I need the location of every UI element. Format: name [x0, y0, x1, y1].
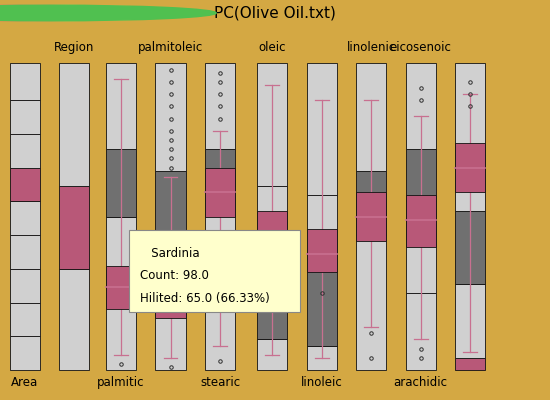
Bar	[455, 284, 485, 358]
Bar	[155, 309, 185, 370]
Bar	[205, 278, 235, 370]
Bar	[356, 64, 387, 171]
Text: arachidic: arachidic	[394, 376, 448, 389]
Bar	[155, 232, 185, 309]
Bar	[455, 358, 485, 370]
Bar	[257, 63, 287, 186]
Bar	[9, 63, 40, 100]
Bar	[59, 186, 89, 269]
Circle shape	[0, 5, 198, 21]
Circle shape	[0, 5, 180, 21]
Bar	[455, 211, 485, 284]
Bar	[307, 229, 337, 272]
Text: Count: 98.0: Count: 98.0	[140, 269, 209, 282]
Text: oleic: oleic	[258, 41, 286, 54]
Bar	[257, 340, 287, 370]
Bar	[9, 336, 40, 370]
Bar	[155, 64, 185, 171]
Bar	[106, 303, 136, 370]
Bar	[356, 192, 387, 241]
Bar	[205, 149, 235, 186]
Bar	[9, 100, 40, 134]
Text: Region: Region	[54, 41, 95, 54]
Text: stearic: stearic	[200, 376, 240, 389]
Bar	[257, 211, 287, 257]
Bar	[106, 266, 136, 309]
Bar	[307, 63, 337, 195]
Bar	[307, 346, 337, 370]
Bar	[406, 149, 436, 202]
Bar	[406, 202, 436, 294]
Bar	[59, 269, 89, 370]
Bar	[406, 63, 436, 149]
Text: Hilited: 65.0 (66.33%): Hilited: 65.0 (66.33%)	[140, 292, 270, 304]
Text: palmitoleic: palmitoleic	[138, 41, 203, 54]
Bar	[9, 202, 40, 235]
Text: PC(Olive Oil.txt): PC(Olive Oil.txt)	[214, 6, 336, 20]
Bar	[406, 195, 436, 248]
Bar	[406, 294, 436, 370]
Bar	[106, 217, 136, 303]
Text: linoleic: linoleic	[301, 376, 343, 389]
Bar	[257, 254, 287, 340]
Bar	[205, 168, 235, 217]
Bar	[307, 263, 337, 346]
Bar	[9, 235, 40, 269]
Bar	[205, 63, 235, 149]
Circle shape	[0, 5, 216, 21]
Bar	[307, 195, 337, 263]
Bar	[9, 269, 40, 303]
Text: eicosenoic: eicosenoic	[390, 41, 452, 54]
Bar	[455, 143, 485, 192]
Bar	[455, 156, 485, 211]
Bar	[106, 63, 136, 149]
Bar	[9, 134, 40, 168]
Bar	[9, 303, 40, 336]
Text: linolenic: linolenic	[346, 41, 396, 54]
Bar	[9, 168, 40, 202]
FancyBboxPatch shape	[129, 230, 300, 312]
Bar	[155, 171, 185, 232]
Bar	[106, 149, 136, 217]
Bar	[205, 186, 235, 278]
Text: Sardinia: Sardinia	[140, 247, 200, 260]
Text: Area: Area	[11, 376, 38, 389]
Text: palmitic: palmitic	[97, 376, 145, 389]
Bar	[356, 235, 387, 370]
Bar	[257, 186, 287, 254]
Bar	[155, 284, 185, 318]
Bar	[455, 64, 485, 156]
Bar	[356, 171, 387, 235]
Bar	[59, 63, 89, 186]
